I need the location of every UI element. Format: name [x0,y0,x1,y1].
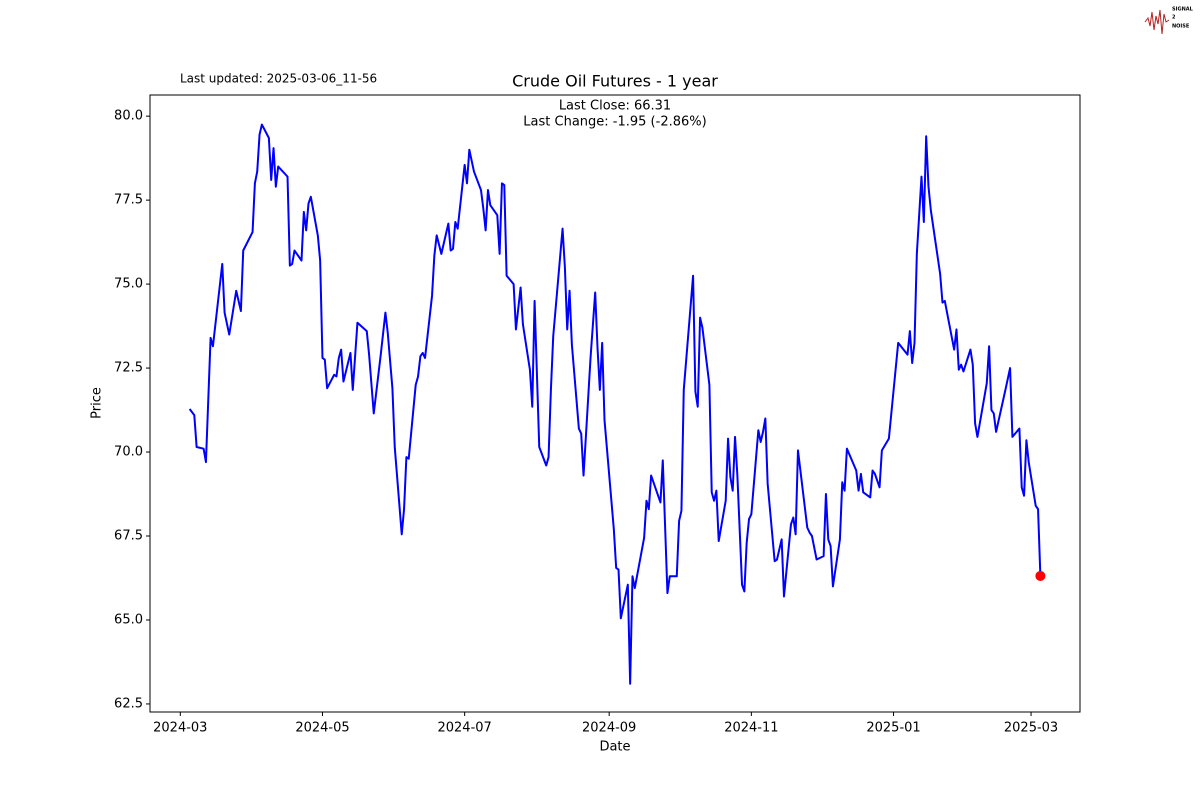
y-tick-label: 70.0 [114,445,143,460]
y-axis-label: Price [90,387,105,419]
x-tick-label: 2024-09 [582,721,636,736]
y-tick-label: 75.0 [114,277,143,292]
price-line [188,123,1042,685]
logo-wave [1144,9,1170,35]
y-tick-label: 67.5 [114,529,143,544]
y-tick-label: 77.5 [114,193,143,208]
x-tick-label: 2024-05 [295,721,349,736]
y-tick-label: 80.0 [114,109,143,124]
x-axis-label: Date [599,740,630,755]
y-tick-label: 62.5 [114,696,143,711]
x-tick-label: 2024-11 [724,721,778,736]
logo-text: 2 [1172,15,1176,21]
logo-text: SIGNAL [1172,7,1194,13]
annotation: Last Change: -1.95 (-2.86%) [523,115,706,130]
x-tick-label: 2025-01 [866,721,920,736]
last-point [1035,570,1046,581]
y-tick-label: 65.0 [114,612,143,627]
annotation: Last Close: 66.31 [559,99,671,114]
last-updated: Last updated: 2025-03-06_11-56 [180,72,377,86]
y-tick-label: 72.5 [114,361,143,376]
x-tick-label: 2024-07 [437,721,491,736]
logo: SIGNAL 2 NOISE [1144,7,1194,35]
plot-frame [149,94,1081,713]
x-tick-label: 2025-03 [1004,721,1058,736]
x-tick-label: 2024-03 [153,721,207,736]
chart-title: Crude Oil Futures - 1 year [512,72,718,91]
logo-text: NOISE [1172,24,1190,30]
